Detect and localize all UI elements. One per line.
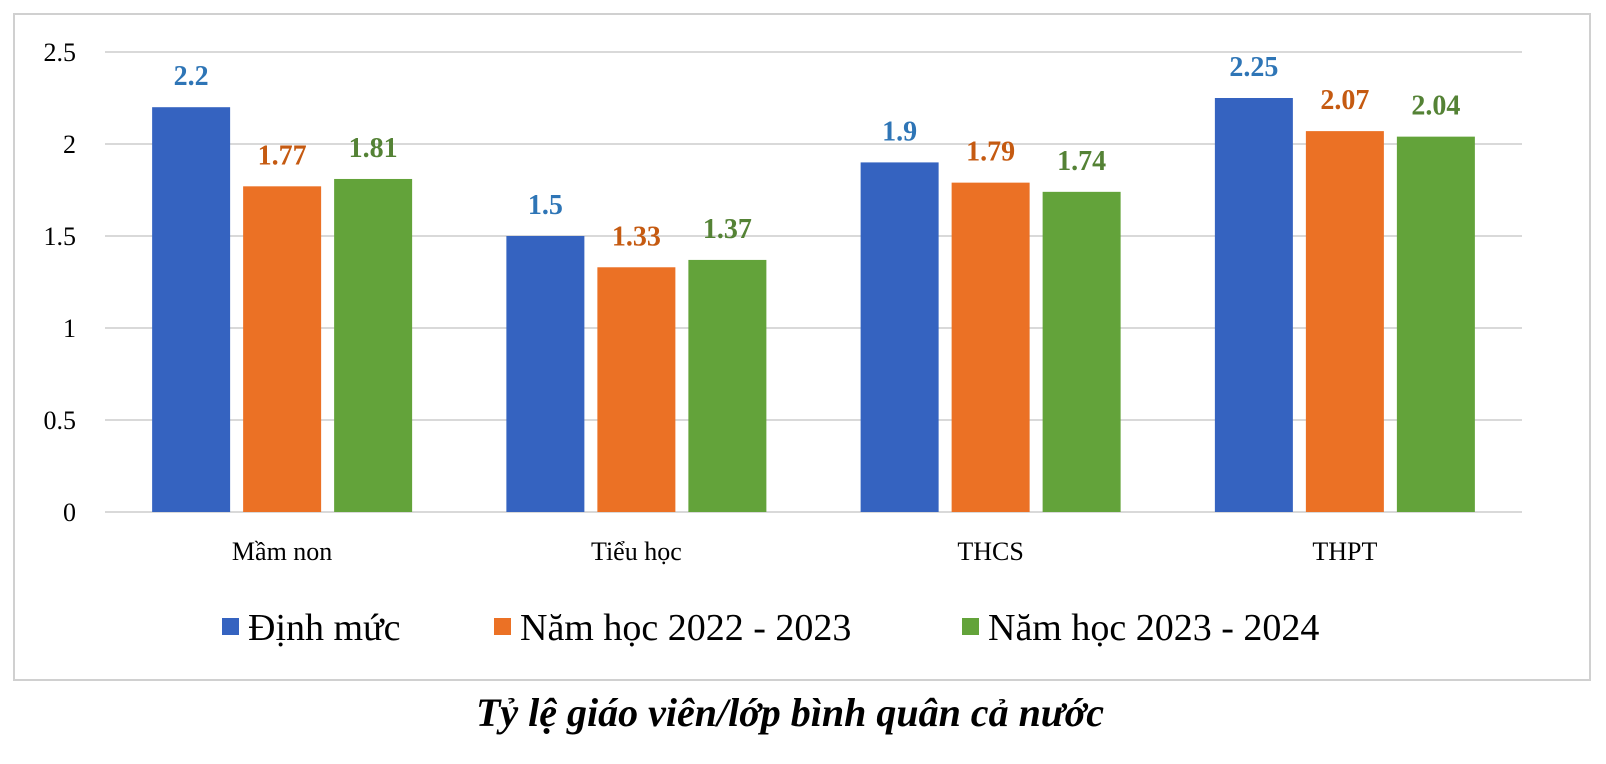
x-tick-label: Tiểu học (591, 537, 682, 566)
x-tick-label: THCS (957, 537, 1023, 566)
bar (334, 178, 413, 512)
bar (597, 267, 676, 512)
legend-label: Năm học 2023 - 2024 (988, 607, 1319, 649)
legend-swatch (962, 618, 979, 635)
bar (688, 259, 767, 512)
y-tick-label: 2.5 (44, 38, 77, 67)
bar (1042, 191, 1121, 512)
y-tick-label: 2 (63, 130, 76, 159)
data-label: 1.79 (966, 137, 1015, 168)
bar (1396, 136, 1475, 512)
bar (506, 236, 585, 512)
bar (1214, 98, 1293, 512)
legend-label: Định mức (248, 607, 401, 649)
data-label: 1.74 (1057, 146, 1106, 177)
data-label: 1.77 (258, 140, 307, 171)
chart-title: Tỷ lệ giáo viên/lớp bình quân cả nước (476, 690, 1104, 735)
data-label: 1.5 (528, 190, 563, 221)
data-label: 1.33 (612, 221, 661, 252)
data-label: 1.9 (882, 116, 917, 147)
x-tick-label: Mầm non (232, 537, 332, 566)
data-label: 1.81 (349, 133, 398, 164)
data-label: 2.2 (174, 61, 209, 92)
legend-label: Năm học 2022 - 2023 (520, 607, 851, 649)
bar (152, 107, 231, 512)
data-label: 2.25 (1229, 52, 1278, 83)
legend-item: Năm học 2022 - 2023 (494, 607, 851, 649)
bar (1305, 131, 1384, 512)
legend-swatch (494, 618, 511, 635)
legend-swatch (222, 618, 239, 635)
x-tick-label: THPT (1312, 537, 1377, 566)
bar (951, 182, 1030, 512)
data-label: 2.04 (1411, 91, 1460, 122)
y-tick-label: 1 (63, 314, 76, 343)
y-tick-label: 0 (63, 498, 76, 527)
bar (860, 162, 939, 512)
y-tick-label: 1.5 (44, 222, 77, 251)
bar (243, 186, 322, 512)
data-label: 1.37 (703, 214, 752, 245)
legend-item: Định mức (222, 607, 401, 649)
data-label: 2.07 (1320, 85, 1369, 116)
legend-item: Năm học 2023 - 2024 (962, 607, 1319, 649)
y-tick-label: 0.5 (44, 406, 77, 435)
